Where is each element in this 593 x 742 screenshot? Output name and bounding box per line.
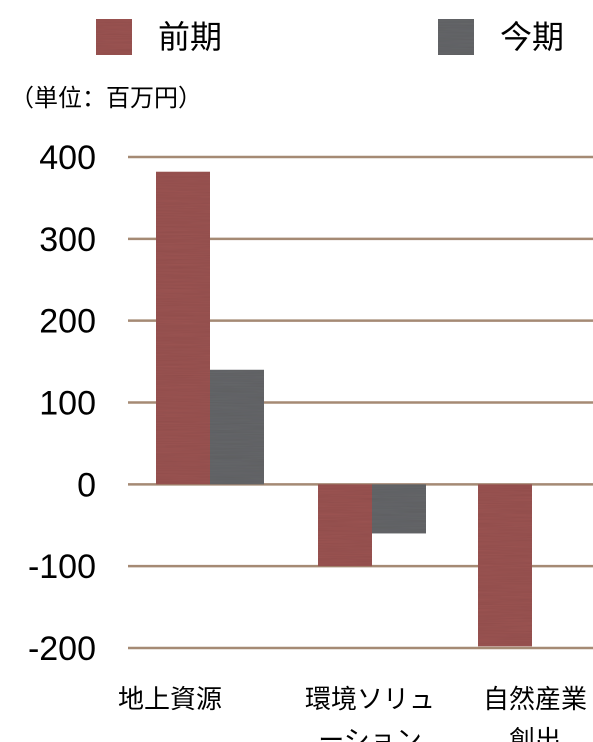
unit-label: （単位：百万円） bbox=[10, 84, 202, 112]
legend-swatch-2 bbox=[438, 19, 474, 55]
y-tick-label: 200 bbox=[39, 303, 96, 341]
legend: 前期 今期 bbox=[96, 18, 564, 56]
category-label: 創出 bbox=[509, 726, 561, 742]
legend-swatch-1 bbox=[96, 19, 132, 55]
bar-1-1 bbox=[156, 171, 210, 485]
legend-label-2: 今期 bbox=[500, 18, 564, 56]
bar-1-3 bbox=[478, 484, 532, 647]
category-label: ーション bbox=[318, 726, 421, 742]
category-label: 自然産業 bbox=[483, 685, 587, 715]
category-label: 環境ソリュ bbox=[305, 685, 435, 715]
y-tick-label: -200 bbox=[28, 630, 96, 668]
y-tick-label: 100 bbox=[39, 385, 96, 423]
y-tick-label: 400 bbox=[39, 139, 96, 177]
legend-label-1: 前期 bbox=[158, 18, 222, 56]
bar-2-1 bbox=[210, 369, 264, 485]
y-tick-label: 300 bbox=[39, 221, 96, 259]
category-label: 地上資源 bbox=[118, 685, 222, 715]
bar-2-2 bbox=[372, 484, 426, 534]
y-tick-label: 0 bbox=[77, 466, 96, 504]
bars bbox=[156, 171, 532, 647]
bar-1-2 bbox=[318, 484, 372, 567]
y-tick-label: -100 bbox=[28, 548, 96, 586]
y-axis-ticks: 400 300 200 100 0 -100 -200 bbox=[28, 139, 96, 668]
